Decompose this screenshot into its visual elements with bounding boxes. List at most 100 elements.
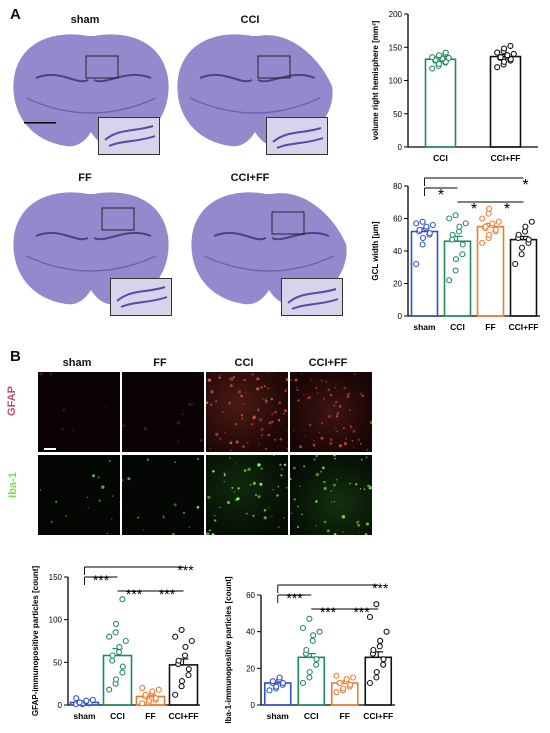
y-tick-label: 0 [58, 701, 63, 710]
data-point [172, 633, 179, 640]
panel-a-letter: A [10, 6, 21, 23]
data-point [89, 696, 96, 703]
data-point [112, 620, 120, 627]
data-point [518, 244, 526, 251]
data-point [109, 657, 116, 664]
gfap-chart: 0 50 100 150 GFAP-immunopositive particles [… [31, 562, 200, 721]
data-point [336, 679, 343, 687]
y-tick-label: 0 [398, 312, 403, 321]
x-tick-label: FF [340, 711, 350, 721]
data-point [495, 218, 502, 225]
data-point [449, 231, 456, 238]
x-tick-label: CCI [110, 711, 125, 721]
data-point [142, 691, 149, 698]
micro-col-ff: FF [153, 357, 167, 369]
data-point [521, 228, 529, 235]
data-point [489, 220, 496, 227]
data-point [449, 236, 456, 243]
bar-CCI+FF [509, 238, 538, 317]
data-point [419, 218, 426, 225]
y-tick-label: 0 [251, 701, 256, 710]
bar-FF [135, 695, 166, 706]
data-point [309, 637, 316, 644]
micro-iba-ff [122, 455, 204, 535]
data-point [494, 49, 501, 56]
significance-label: *** [286, 590, 303, 606]
row-label-gfap: GFAP [5, 386, 18, 416]
data-point [299, 679, 306, 687]
data-point [452, 212, 459, 219]
y-tick-label: 50 [393, 110, 402, 119]
data-point [515, 231, 522, 238]
data-point [273, 683, 280, 690]
data-point [452, 267, 459, 274]
data-point [522, 223, 529, 230]
data-point [119, 596, 126, 603]
significance-label: * [471, 201, 477, 218]
data-point [333, 672, 340, 679]
data-point [442, 49, 449, 56]
x-tick-label: CCI+FF [363, 711, 393, 721]
data-point [175, 657, 182, 664]
data-point [380, 656, 387, 663]
data-point [181, 652, 189, 659]
data-point [518, 251, 525, 258]
y-tick-label: 150 [389, 43, 403, 52]
data-point [155, 686, 162, 693]
data-point [343, 676, 350, 683]
data-point [76, 699, 83, 706]
data-point [182, 643, 189, 651]
data-point [172, 691, 179, 698]
x-tick-label: CCI [304, 711, 319, 721]
y-tick-label: 40 [246, 628, 255, 637]
section-label-cci-ff: CCI+FF [230, 172, 270, 184]
data-point [416, 226, 423, 233]
data-point [119, 663, 126, 670]
brain-section-ff [13, 192, 169, 305]
inset-cci-ff [281, 278, 343, 316]
data-point [178, 678, 186, 685]
data-point [435, 60, 443, 67]
data-point [462, 220, 469, 227]
data-point [445, 54, 452, 61]
data-point [347, 681, 354, 688]
data-point [116, 643, 123, 651]
data-point [426, 230, 433, 237]
significance-label: *** [320, 604, 337, 620]
data-point [380, 661, 387, 668]
data-point [178, 683, 185, 690]
data-point [269, 678, 276, 685]
data-point [479, 239, 486, 246]
data-point [423, 223, 430, 230]
y-axis-label: GCL width [µm] [371, 221, 380, 280]
y-axis-label: GFAP-immunopositive particles [count] [31, 566, 40, 717]
data-point [512, 260, 519, 268]
y-tick-label: 100 [49, 616, 63, 625]
x-tick-label: CCI+FF [509, 322, 539, 332]
data-point [485, 231, 493, 238]
data-point [310, 632, 317, 639]
significance-label: * [438, 187, 444, 204]
data-point [178, 626, 185, 633]
volume-chart: 0 50 100 150 200 volume right hemisphere [mm³… [371, 10, 538, 163]
data-point [419, 241, 426, 248]
data-point [299, 624, 306, 632]
data-point [446, 277, 453, 284]
panel-b-letter: B [10, 348, 21, 365]
data-point [152, 695, 159, 702]
data-point [377, 637, 384, 644]
brain-section-cci-ff [191, 192, 347, 305]
data-point [456, 223, 463, 230]
data-point [413, 220, 420, 227]
data-point [73, 695, 80, 702]
significance-label: * [504, 201, 510, 218]
x-tick-label: FF [485, 322, 495, 332]
data-point [139, 684, 146, 691]
data-point [266, 687, 273, 694]
data-point [119, 669, 126, 676]
y-axis-label: Iba-1-immunopositive particles [count] [224, 576, 233, 723]
iba1-chart: 0 20 40 60 Iba-1-immunopositive particles [c… [224, 576, 395, 724]
bar-CCI+FF [489, 55, 522, 148]
data-point [485, 205, 493, 212]
data-point [497, 54, 504, 61]
